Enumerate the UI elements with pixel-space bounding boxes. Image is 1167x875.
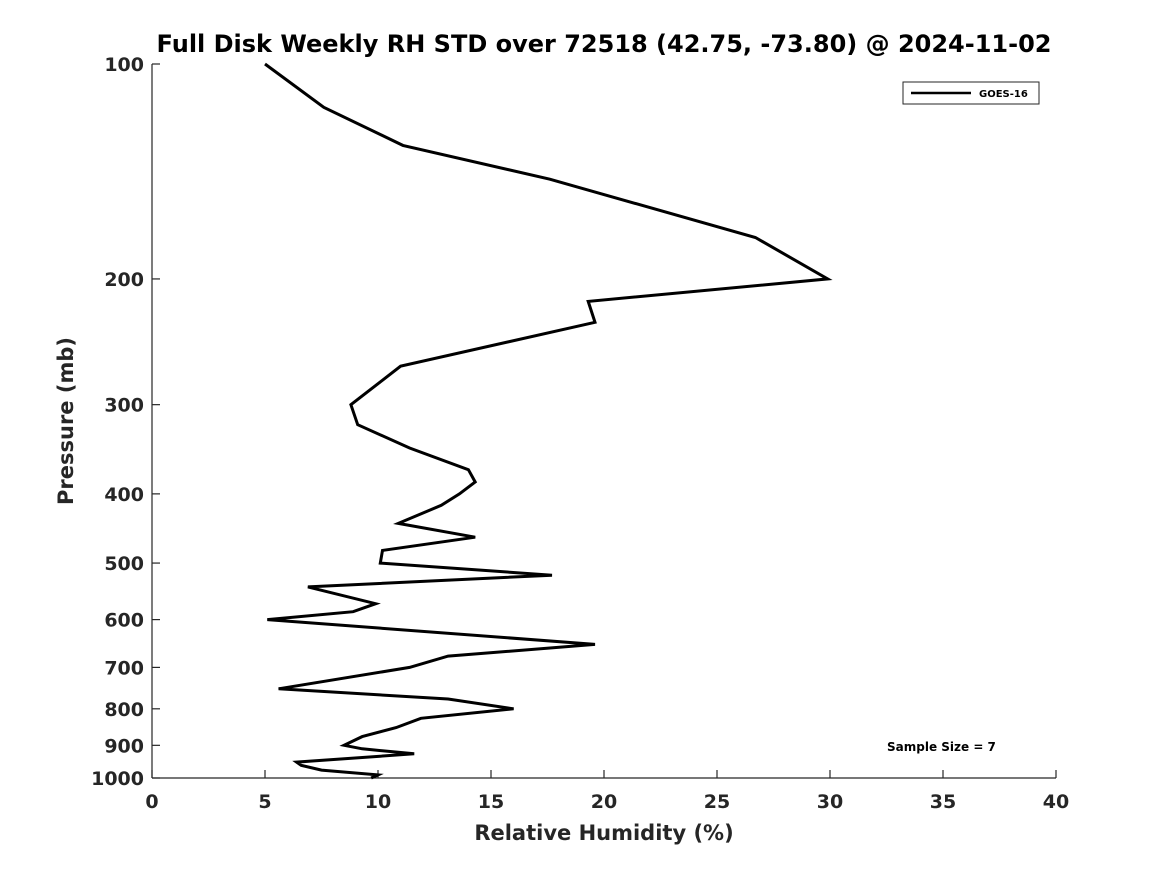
y-tick-label-4: 500 xyxy=(104,553,144,575)
sample-size-annotation: Sample Size = 7 xyxy=(887,740,996,754)
y-tick-label-6: 700 xyxy=(104,657,144,679)
chart-title: Full Disk Weekly RH STD over 72518 (42.7… xyxy=(157,30,1052,58)
y-tick-label-0: 100 xyxy=(104,54,144,76)
x-tick-label-7: 35 xyxy=(930,791,956,813)
y-tick-label-7: 800 xyxy=(104,699,144,721)
y-tick-label-9: 1000 xyxy=(91,768,144,790)
y-tick-label-5: 600 xyxy=(104,610,144,632)
legend-entry-goes-16: GOES-16 xyxy=(979,89,1028,100)
y-tick-label-3: 400 xyxy=(104,484,144,506)
y-tick-label-8: 900 xyxy=(104,735,144,757)
x-tick-label-8: 40 xyxy=(1043,791,1069,813)
x-tick-label-6: 30 xyxy=(817,791,843,813)
x-axis-label: Relative Humidity (%) xyxy=(474,821,733,845)
y-tick-label-2: 300 xyxy=(104,395,144,417)
legend: GOES-16 xyxy=(902,81,1040,105)
y-tick-label-1: 200 xyxy=(104,269,144,291)
x-tick-label-5: 25 xyxy=(704,791,730,813)
series-line-goes-16 xyxy=(264,62,833,780)
x-tick-label-0: 0 xyxy=(145,791,158,813)
series-group xyxy=(264,62,833,780)
x-axis-ticks: 0 5 10 15 20 25 30 35 40 xyxy=(145,770,1069,813)
x-tick-label-1: 5 xyxy=(258,791,271,813)
y-axis-label: Pressure (mb) xyxy=(54,337,78,505)
x-tick-label-3: 15 xyxy=(478,791,504,813)
x-tick-label-2: 10 xyxy=(365,791,391,813)
y-axis-ticks: 100 200 300 400 500 600 700 800 900 1000 xyxy=(91,54,160,790)
x-tick-label-4: 20 xyxy=(591,791,617,813)
